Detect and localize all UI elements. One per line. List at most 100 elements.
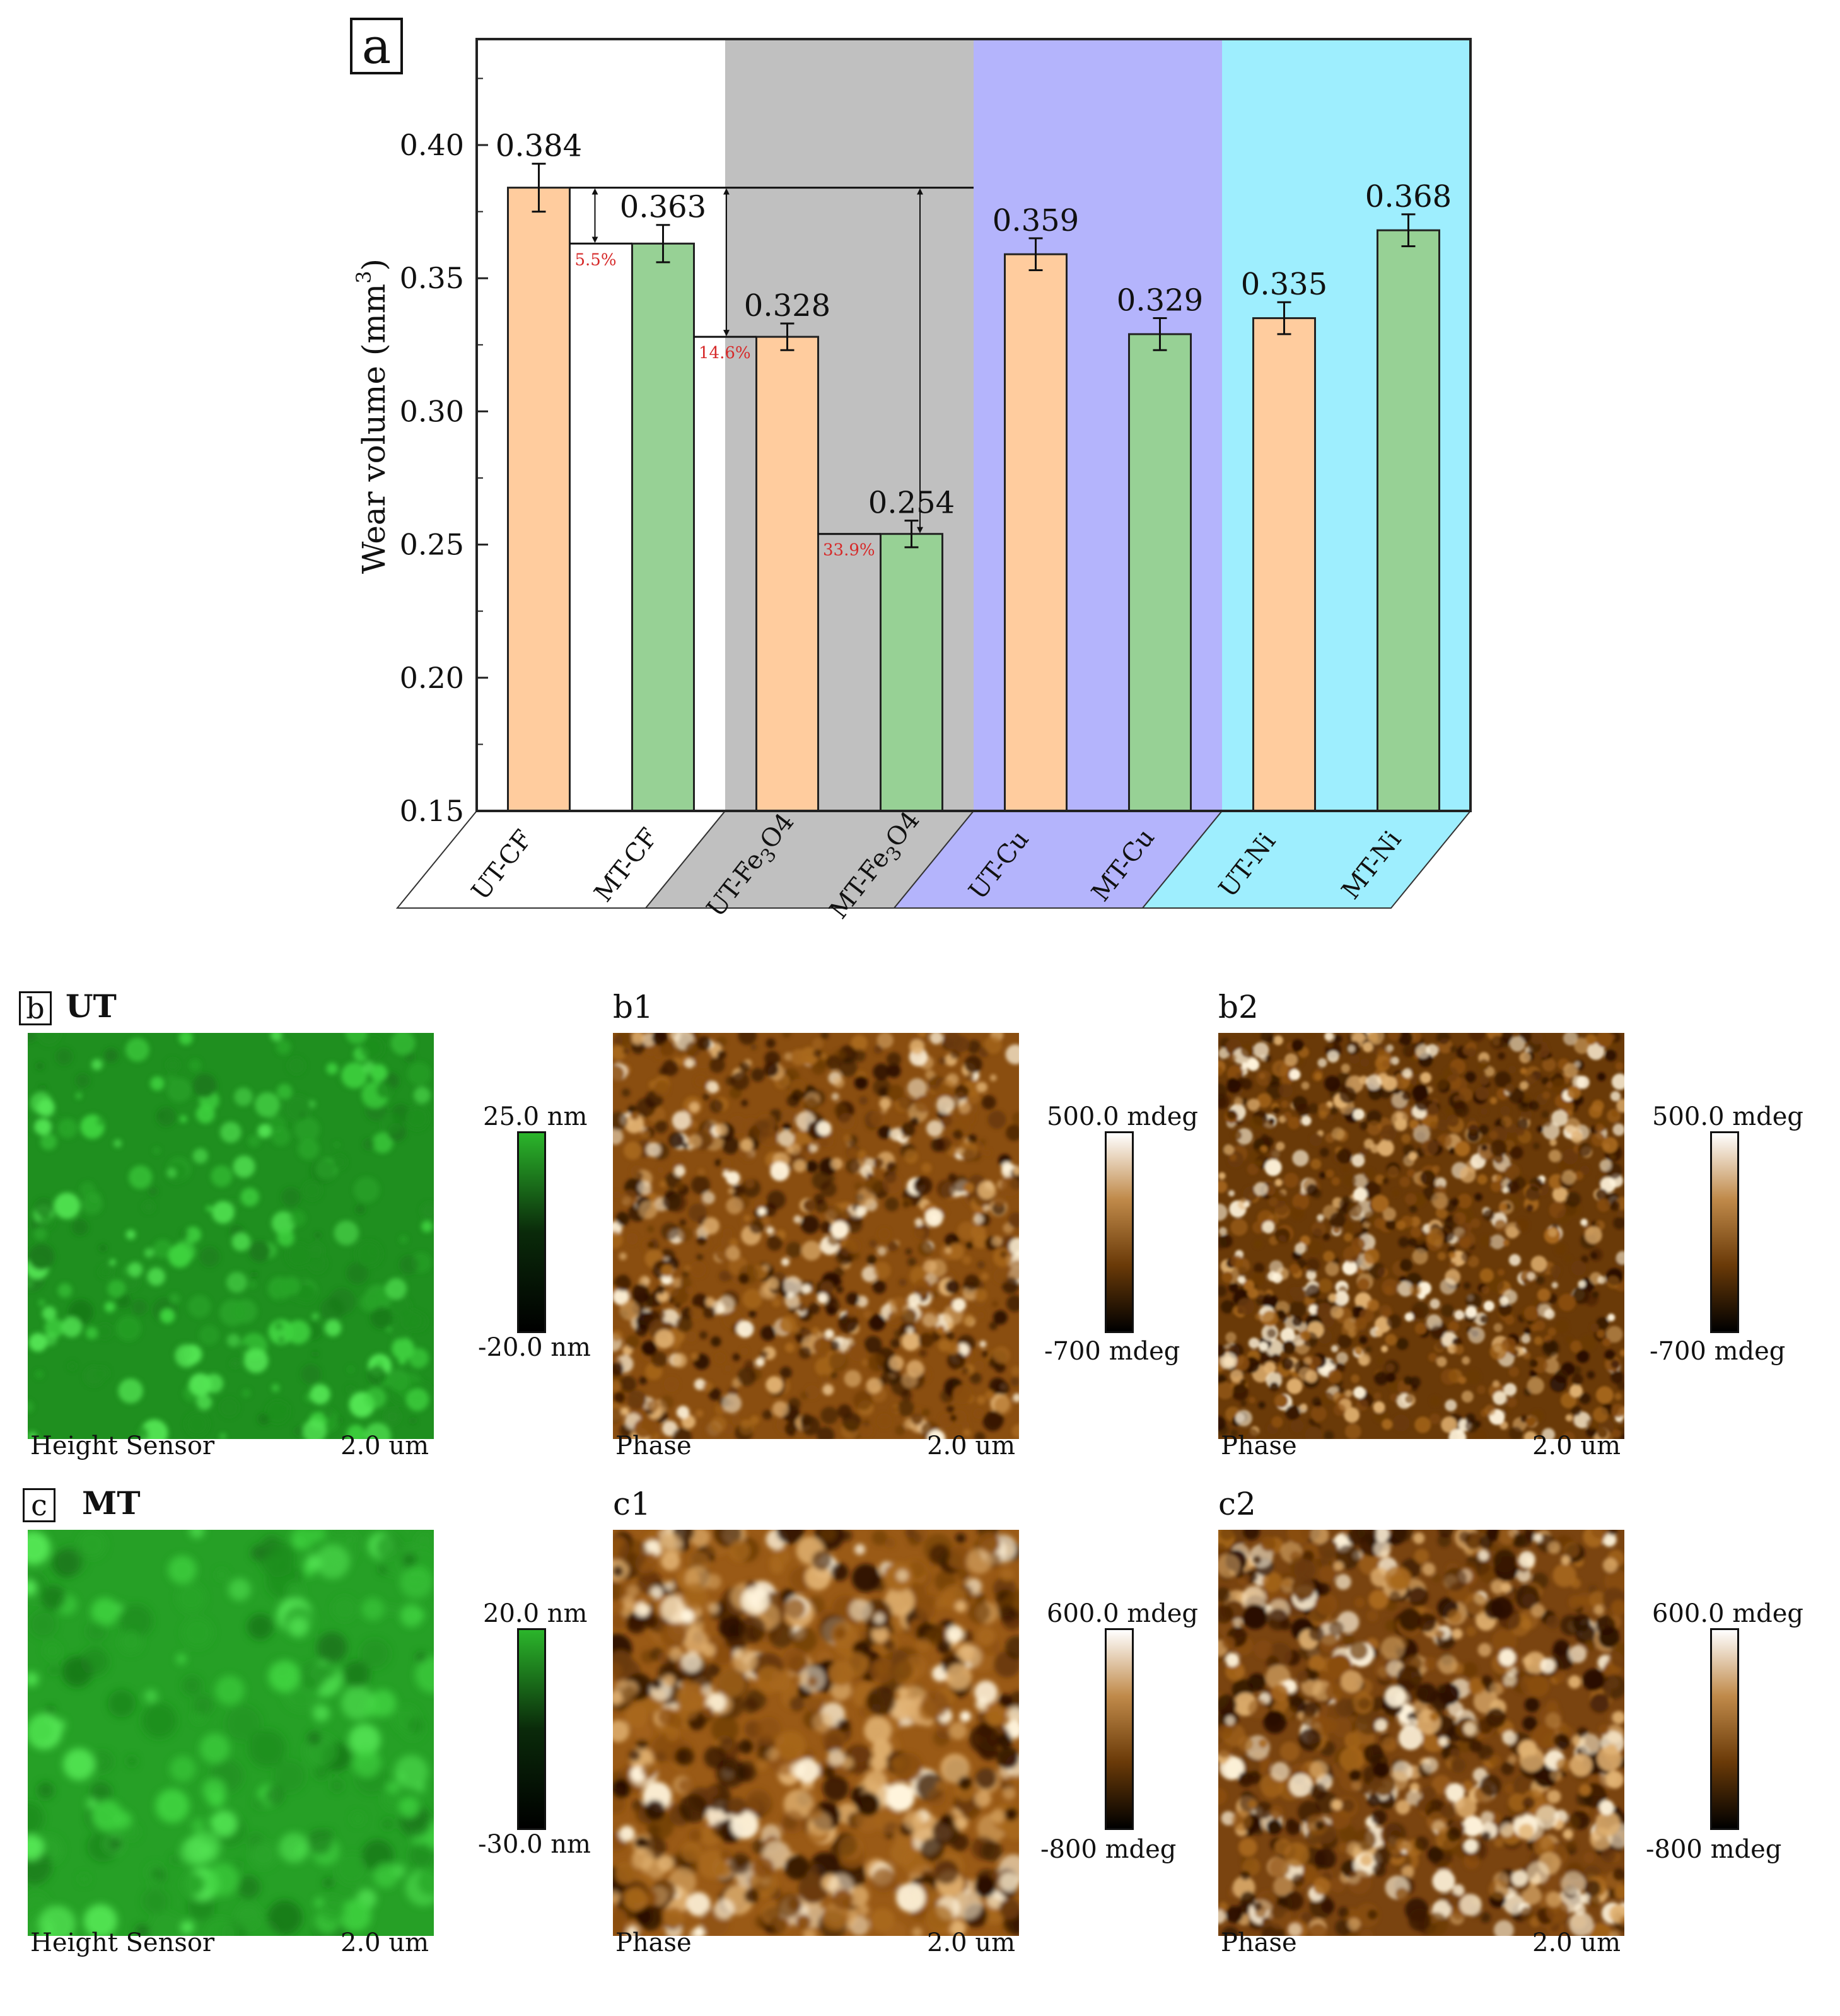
afm-grain (1223, 1145, 1234, 1155)
afm-grain (1232, 1129, 1242, 1141)
afm-grain (1381, 1345, 1388, 1353)
afm-grain (1440, 1804, 1455, 1819)
afm-grain (63, 1748, 95, 1781)
afm-grain (745, 1689, 766, 1711)
afm-grain (1377, 1139, 1394, 1157)
afm-grain (1459, 1167, 1476, 1183)
afm-grain (109, 1259, 116, 1266)
afm-grain (342, 1660, 370, 1688)
afm-grain (1530, 1256, 1547, 1273)
afm-grain (1412, 1125, 1431, 1143)
afm-grain (1563, 1063, 1578, 1078)
afm-grain (1404, 1312, 1414, 1322)
afm-grain (1441, 1839, 1459, 1856)
afm-grain (1254, 1262, 1265, 1274)
afm-grain (802, 1749, 815, 1761)
afm-grain (805, 1564, 831, 1590)
afm-grain (1455, 1797, 1477, 1818)
afm-grain (315, 1232, 321, 1238)
afm-grain (1238, 1838, 1257, 1857)
afm-grain (1278, 1235, 1287, 1244)
afm-grain (1569, 1384, 1583, 1398)
afm-grain (1505, 1591, 1515, 1601)
afm-grain (81, 1193, 103, 1215)
afm-grain (955, 1817, 968, 1830)
afm-grain (795, 1429, 803, 1438)
afm-grain (1272, 1060, 1289, 1077)
afm-grain (689, 1829, 702, 1842)
afm-grain (150, 1076, 165, 1091)
afm-grain (955, 1600, 967, 1612)
afm-grain (1217, 1724, 1232, 1739)
afm-grain (998, 1694, 1013, 1708)
afm-grain (1531, 1604, 1545, 1617)
afm-grain (1271, 1416, 1283, 1428)
afm-grain (1375, 1719, 1388, 1732)
afm-grain (40, 1585, 66, 1611)
afm-grain (987, 1110, 1006, 1129)
afm-grain (697, 1850, 728, 1879)
afm-grain (177, 1583, 206, 1612)
afm-grain (869, 1239, 877, 1248)
afm-grain (744, 1888, 759, 1904)
afm-grain (654, 1051, 663, 1059)
afm-grain (1357, 1278, 1370, 1291)
afm-grain (651, 1030, 668, 1046)
afm-grain (364, 1387, 387, 1409)
afm-grain (1527, 1377, 1544, 1395)
afm-grain (1403, 1155, 1415, 1167)
afm-grain (1344, 1732, 1361, 1749)
afm-grain (1546, 1081, 1553, 1088)
afm-grain (1237, 1266, 1248, 1277)
afm-grain (911, 1413, 923, 1425)
afm-grain (1549, 1375, 1567, 1392)
afm-grain (715, 1304, 725, 1315)
afm-grain (386, 1327, 392, 1332)
afm-grain (1242, 1586, 1267, 1611)
afm-grain (863, 1419, 870, 1427)
afm-grain (1477, 1643, 1492, 1657)
afm-grain (355, 1204, 366, 1215)
afm-grain (1254, 1239, 1263, 1249)
afm-grain (644, 1800, 665, 1821)
afm-grain (1341, 1670, 1363, 1693)
afm-grain (650, 1586, 663, 1599)
afm-grain (86, 1798, 96, 1809)
afm-grain (248, 1730, 286, 1768)
afm-grain (756, 1716, 781, 1742)
afm-grain (803, 1098, 819, 1113)
afm-grain (79, 1182, 95, 1197)
afm-grain (1597, 1276, 1606, 1285)
afm-grain (638, 1180, 652, 1194)
afm-grain (1481, 1286, 1489, 1294)
afm-grain (801, 1284, 812, 1294)
afm-grain (1520, 1906, 1534, 1921)
afm-grain (1479, 1774, 1501, 1797)
afm-grain (387, 1369, 409, 1391)
afm-grain (1553, 1733, 1569, 1749)
afm-grain (1214, 1180, 1228, 1193)
afm-grain (873, 1157, 884, 1168)
afm-grain (619, 1826, 635, 1842)
afm-grain (674, 1165, 685, 1177)
afm-grain (890, 1406, 897, 1414)
afm-grain (1342, 1260, 1358, 1276)
afm-grain (1579, 1392, 1591, 1404)
afm-grain (657, 1855, 674, 1872)
afm-grain (1398, 1237, 1409, 1248)
afm-grain (247, 1614, 274, 1640)
afm-grain (965, 1242, 974, 1249)
afm-grain (885, 1537, 895, 1549)
afm-grain (856, 1295, 868, 1308)
afm-grain (413, 1087, 431, 1104)
afm-grain (984, 1035, 1003, 1054)
afm-grain (800, 1391, 809, 1400)
afm-grain (1374, 1371, 1389, 1385)
reduction-label-UT-Fe3O4: 14.6% (699, 344, 751, 363)
afm-grain (678, 1778, 692, 1793)
afm-grain (991, 1300, 999, 1308)
afm-grain (1296, 1670, 1310, 1684)
afm-grain (1493, 1549, 1517, 1573)
afm-grain (631, 1031, 644, 1045)
afm-grain (1349, 1054, 1360, 1064)
